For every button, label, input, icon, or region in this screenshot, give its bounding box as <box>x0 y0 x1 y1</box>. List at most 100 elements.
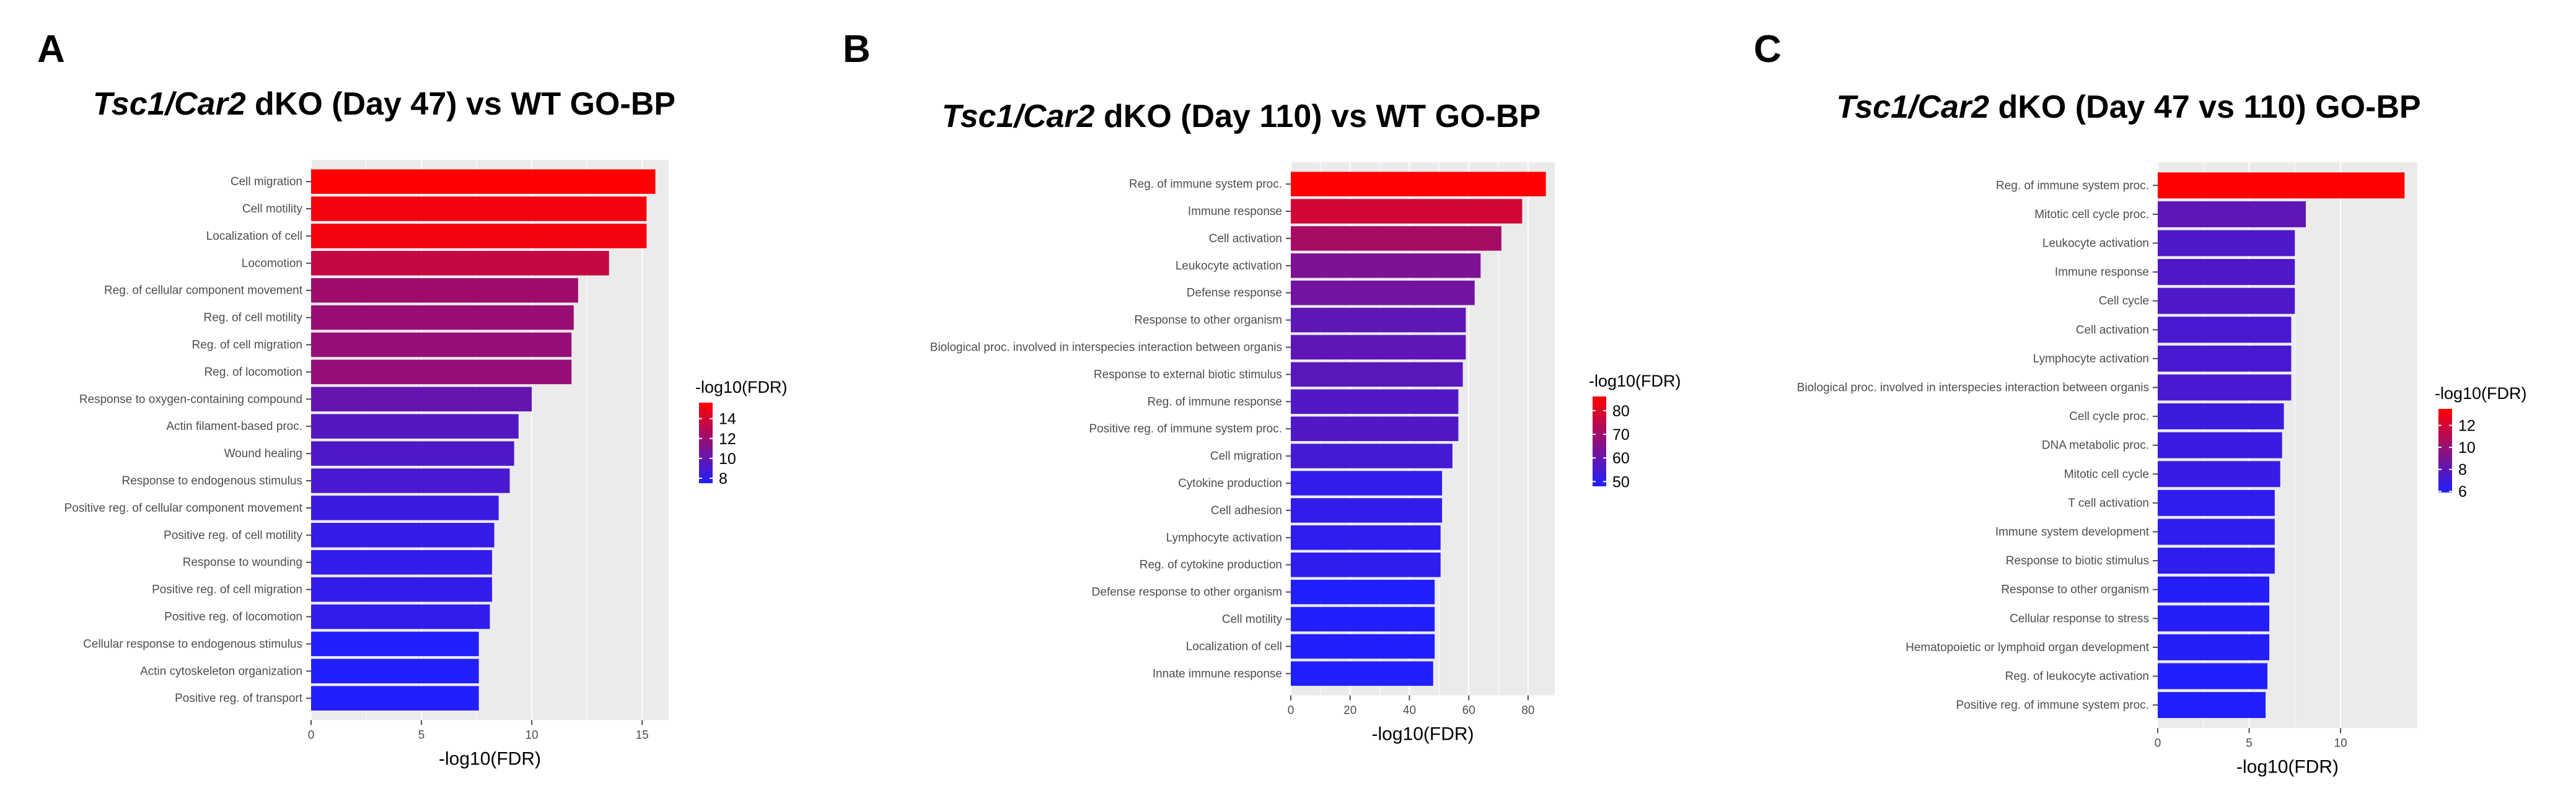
category-label: Cell adhesion <box>1211 504 1282 517</box>
x-tick-label: 0 <box>1288 704 1295 717</box>
bar <box>2158 663 2268 689</box>
category-label: Cell migration <box>1210 450 1282 463</box>
legend-color-bar <box>2438 409 2452 492</box>
x-tick-label: 10 <box>525 729 538 742</box>
legend-tick-label: 10 <box>2458 439 2476 457</box>
bar <box>2158 519 2275 545</box>
category-label: Positive reg. of cell migration <box>152 584 302 597</box>
category-label: Defense response <box>1187 287 1282 300</box>
bar <box>311 305 574 330</box>
category-label: Positive reg. of immune system proc. <box>1956 699 2150 712</box>
bar <box>1291 362 1463 387</box>
bar <box>311 468 510 493</box>
legend-tick-label: 60 <box>1612 450 1630 467</box>
category-label: Mitotic cell cycle <box>2064 468 2149 481</box>
bar <box>311 196 647 221</box>
bar <box>2158 201 2306 227</box>
x-axis-title: -log10(FDR) <box>439 748 541 769</box>
bar <box>311 387 532 412</box>
legend-tick-label: 80 <box>1612 403 1630 420</box>
x-tick-label: 60 <box>1462 704 1475 717</box>
category-label: T cell activation <box>2068 497 2149 510</box>
category-label: Hematopoietic or lymphoid organ developm… <box>1906 641 2150 654</box>
bar <box>1291 335 1466 360</box>
bar <box>311 577 493 602</box>
category-label: Reg. of cellular component movement <box>104 284 303 297</box>
bar <box>1291 498 1443 523</box>
bar <box>2158 432 2282 458</box>
bar <box>2158 172 2405 199</box>
legend-tick-label: 12 <box>2458 418 2476 435</box>
category-label: Positive reg. of transport <box>175 692 303 705</box>
category-label: Biological proc. involved in interspecie… <box>930 341 1282 354</box>
x-tick-label: 10 <box>2334 737 2347 750</box>
chart-title: Tsc1/Car2 dKO (Day 47 vs 110) GO-BP <box>1836 89 2420 125</box>
category-label: Actin filament-based proc. <box>166 420 302 433</box>
x-tick-label: 5 <box>2246 737 2253 750</box>
legend-color-bar <box>699 403 713 483</box>
category-label: Reg. of locomotion <box>204 365 302 379</box>
bar <box>311 604 490 629</box>
bar <box>1291 389 1459 414</box>
bar <box>1291 444 1453 468</box>
category-label: Reg. of cell motility <box>204 312 303 325</box>
bar <box>1291 416 1459 441</box>
category-label: Cell migration <box>231 175 302 188</box>
bar <box>1291 579 1435 605</box>
chart-title-italic: Tsc1/Car2 <box>93 86 246 122</box>
category-label: Positive reg. of cellular component move… <box>64 502 303 515</box>
chart-title-rest: dKO (Day 110) vs WT GO-BP <box>1095 98 1541 134</box>
chart-title-italic: Tsc1/Car2 <box>1836 89 1989 125</box>
category-label: Immune system development <box>1995 525 2150 538</box>
category-label: Response to other organism <box>1134 314 1282 327</box>
legend-tick-label: 8 <box>719 470 728 488</box>
x-tick-label: 20 <box>1343 704 1356 717</box>
x-axis-title: -log10(FDR) <box>2236 756 2339 777</box>
x-tick-label: 80 <box>1521 704 1534 717</box>
chart-title-rest: dKO (Day 47 vs 110) GO-BP <box>1989 89 2421 125</box>
bar <box>2158 548 2275 574</box>
bar <box>2158 403 2284 430</box>
legend-tick-label: 10 <box>719 450 736 468</box>
color-legend: -log10(FDR) 6 8 10 12 <box>2435 384 2527 501</box>
category-label: Reg. of immune system proc. <box>1996 179 2149 192</box>
chart-title: Tsc1/Car2 dKO (Day 110) vs WT GO-BP <box>942 98 1541 134</box>
chart-panel-a: A Tsc1/Car2 dKO (Day 47) vs WT GO-BP Cell … <box>37 28 788 769</box>
category-label: Response to wounding <box>183 556 302 569</box>
bar <box>2158 230 2295 256</box>
bar <box>311 441 514 466</box>
category-label: Response to endogenous stimulus <box>121 475 302 488</box>
bar <box>311 686 479 711</box>
category-label: Lymphocyte activation <box>2033 352 2149 365</box>
panel-letter: C <box>1754 28 1782 71</box>
panel-letter: B <box>843 28 871 71</box>
bar <box>2158 692 2266 719</box>
chart-title: Tsc1/Car2 dKO (Day 47) vs WT GO-BP <box>93 86 675 122</box>
legend-title: -log10(FDR) <box>2435 384 2527 403</box>
color-legend: -log10(FDR) 50 60 70 80 <box>1589 372 1681 491</box>
bar <box>1291 471 1443 496</box>
legend-tick-label: 12 <box>719 431 736 448</box>
bar <box>311 224 647 248</box>
category-label: Response to other organism <box>2001 584 2149 597</box>
category-label: Positive reg. of immune system proc. <box>1089 422 1283 436</box>
x-axis-title: -log10(FDR) <box>1371 724 1474 744</box>
bar <box>1291 525 1441 550</box>
bar <box>1291 280 1475 305</box>
category-label: Reg. of leukocyte activation <box>2005 670 2149 683</box>
color-legend: -log10(FDR) 8 10 12 14 <box>695 378 788 488</box>
legend-tick-label: 14 <box>719 411 736 428</box>
category-label: Cell activation <box>1209 232 1282 245</box>
bar <box>1291 552 1441 577</box>
category-label: Cellular response to endogenous stimulus <box>83 637 302 650</box>
category-label: Response to biotic stimulus <box>2006 554 2149 567</box>
category-label: Reg. of immune response <box>1147 395 1282 408</box>
category-label: Cell cycle <box>2099 295 2149 308</box>
category-label: Response to oxygen-containing compound <box>79 393 302 406</box>
bar <box>1291 199 1523 224</box>
category-label: Defense response to other organism <box>1092 586 1282 599</box>
category-label: Wound healing <box>224 447 302 460</box>
bar <box>2158 317 2292 343</box>
bar <box>311 549 493 575</box>
